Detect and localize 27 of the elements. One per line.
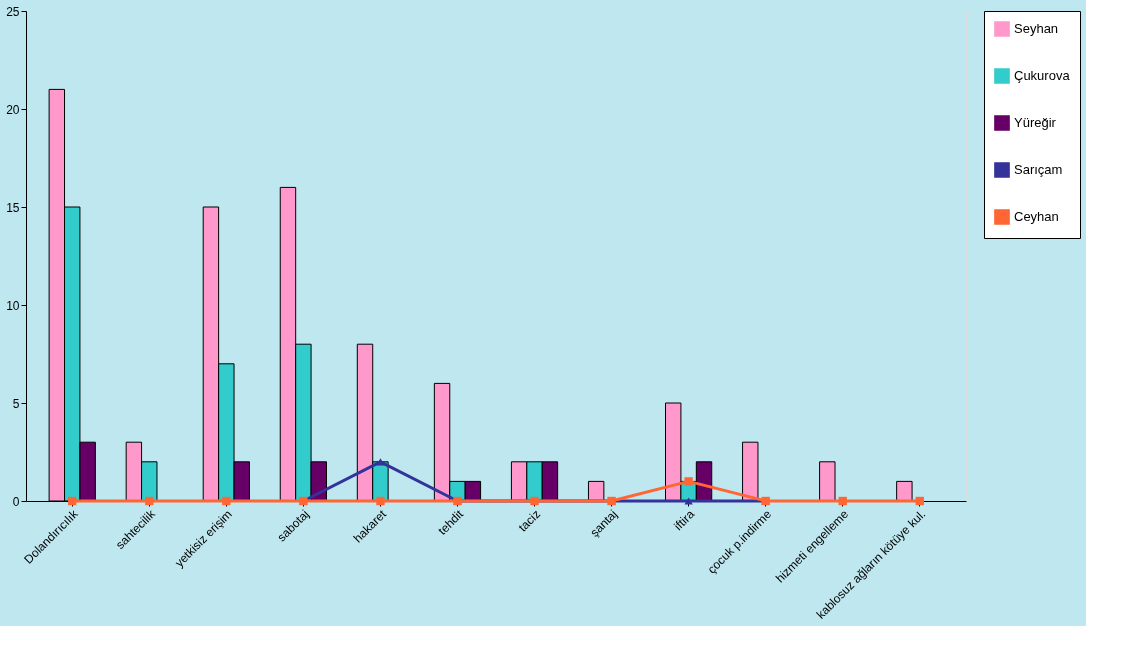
point bbox=[145, 496, 154, 506]
bar bbox=[742, 441, 759, 502]
point bbox=[915, 496, 924, 506]
point bbox=[684, 477, 693, 486]
y-tick-label: 5 bbox=[12, 396, 20, 411]
point bbox=[530, 496, 539, 506]
legend-label: Sarıçam bbox=[1014, 162, 1063, 177]
y-tick-label: 20 bbox=[6, 102, 20, 117]
point bbox=[684, 497, 693, 505]
y-tick-label: 0 bbox=[12, 494, 20, 509]
point bbox=[68, 496, 77, 506]
point bbox=[376, 496, 385, 506]
point bbox=[376, 458, 385, 466]
point bbox=[838, 496, 847, 506]
legend-label: Yüreğir bbox=[1014, 115, 1057, 130]
x-tick-label: iftira bbox=[671, 506, 698, 534]
y-tick-label: 25 bbox=[6, 4, 20, 19]
x-tick-label: taciz bbox=[515, 507, 544, 535]
legend-label: Ceyhan bbox=[1014, 209, 1059, 224]
bar bbox=[896, 480, 913, 502]
bar bbox=[587, 480, 605, 502]
y-tick-label: 15 bbox=[6, 200, 20, 215]
point bbox=[222, 496, 231, 506]
bar bbox=[819, 461, 836, 502]
legend-label: Çukurova bbox=[1014, 68, 1071, 83]
y-tick-label: 10 bbox=[6, 298, 20, 313]
legend-label: Seyhan bbox=[1014, 21, 1059, 36]
